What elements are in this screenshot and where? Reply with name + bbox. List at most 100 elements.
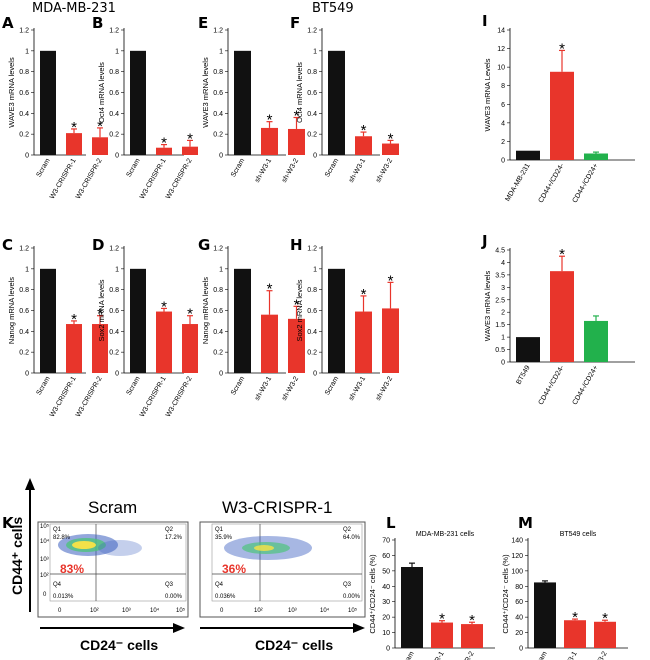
chart-b-bar-1 bbox=[156, 147, 172, 155]
flow-crispr-q1-val: 35.9% bbox=[215, 535, 233, 541]
chart-f-tick-label: 1.2 bbox=[307, 28, 317, 35]
chart-m-bar-1 bbox=[564, 620, 586, 648]
chart-i-tick-label: 0 bbox=[501, 158, 505, 165]
chart-f-ylabel: Oct4 mRNA levels bbox=[295, 62, 304, 123]
panel-letter-l: L bbox=[386, 514, 396, 532]
chart-h-category-2: sh-W3-2 bbox=[375, 375, 394, 401]
chart-h-tick-label: 0.2 bbox=[307, 350, 317, 357]
chart-b-category-0: Scram bbox=[126, 157, 142, 178]
chart-m-category-0: Scram bbox=[533, 650, 549, 660]
chart-b-category-1: W3-CRISPR-1 bbox=[139, 157, 168, 200]
chart-m-tick-label: 60 bbox=[515, 599, 523, 606]
chart-j-bar-0 bbox=[516, 337, 540, 362]
chart-l-category-1: W3-CRISPR-1 bbox=[417, 650, 446, 660]
chart-j-category-2: CD44-/CD24+ bbox=[572, 365, 600, 407]
chart-c-category-1: W3-CRISPR-1 bbox=[49, 375, 78, 418]
flow-scram-xtick-3: 10⁴ bbox=[150, 607, 160, 614]
chart-m-tick-label: 0 bbox=[519, 646, 523, 653]
chart-g-category-0: Scram bbox=[230, 375, 246, 396]
chart-c-category-2: W3-CRISPR-2 bbox=[75, 375, 104, 418]
chart-g-bar-0 bbox=[234, 268, 251, 373]
chart-e-star-2: * bbox=[294, 108, 300, 125]
chart-b-bar-0 bbox=[130, 50, 146, 156]
chart-m-star-2: * bbox=[602, 610, 608, 627]
chart-c-tick-label: 0.2 bbox=[19, 350, 29, 357]
chart-h-tick-label: 1 bbox=[313, 266, 317, 273]
chart-c-tick-label: 0.6 bbox=[19, 308, 29, 315]
chart-j-tick-label: 2 bbox=[501, 310, 505, 317]
chart-e-bar-2 bbox=[288, 128, 305, 155]
chart-c-bar-0 bbox=[40, 268, 56, 373]
flow-scram-big: 83% bbox=[60, 562, 84, 576]
chart-f-star-2: * bbox=[388, 130, 394, 147]
flow-scram-q1-val: 82.8% bbox=[53, 535, 71, 541]
flow-crispr-q4-val: 0.036% bbox=[215, 594, 236, 600]
chart-d-category-1: W3-CRISPR-1 bbox=[139, 375, 168, 418]
chart-i-category-1: CD44+/CD24- bbox=[538, 162, 566, 204]
chart-h-tick-label: 0.4 bbox=[307, 329, 317, 336]
flow-crispr-xtick-3: 10⁴ bbox=[320, 607, 330, 614]
chart-l-category-2: W3-CRISPR-2 bbox=[447, 650, 476, 660]
chart-d-tick-label: 0.4 bbox=[109, 329, 119, 336]
panel-letter-h: H bbox=[290, 236, 303, 254]
chart-c-tick-label: 1.2 bbox=[19, 246, 29, 253]
chart-i-bar-2 bbox=[584, 153, 608, 160]
panel-letter-i: I bbox=[482, 12, 488, 30]
chart-f-bar-0 bbox=[328, 50, 345, 156]
chart-g-tick-label: 0.8 bbox=[213, 287, 223, 294]
chart-b-tick-label: 1.2 bbox=[109, 28, 119, 35]
chart-a-star-1: * bbox=[71, 119, 77, 136]
chart-m-bar-2 bbox=[594, 621, 616, 648]
chart-h-star-1: * bbox=[361, 286, 367, 303]
chart-e-tick-label: 0.8 bbox=[213, 69, 223, 76]
chart-e-tick-label: 0.6 bbox=[213, 90, 223, 97]
chart-b-tick-label: 1 bbox=[115, 48, 119, 55]
panel-letter-g: G bbox=[198, 236, 210, 254]
chart-g-tick-label: 0.2 bbox=[213, 350, 223, 357]
flow-crispr-q1: Q1 bbox=[215, 527, 224, 533]
chart-m-title: BT549 cells bbox=[560, 531, 597, 538]
chart-d-category-2: W3-CRISPR-2 bbox=[165, 375, 194, 418]
chart-m-tick-label: 140 bbox=[511, 538, 523, 545]
flow-crispr-xtick-1: 10² bbox=[254, 608, 263, 614]
chart-d-bar-1 bbox=[156, 311, 172, 373]
panel-letter-m: M bbox=[518, 514, 533, 532]
chart-j-tick-label: 3 bbox=[501, 285, 505, 292]
chart-g-tick-label: 0 bbox=[219, 371, 223, 378]
chart-b-star-1: * bbox=[161, 135, 167, 152]
chart-l-ylabel: CD44⁺/CD24⁻ cells (%) bbox=[368, 554, 377, 634]
chart-j-tick-label: 1 bbox=[501, 335, 505, 342]
chart-l-bar-1 bbox=[431, 622, 453, 648]
flow-scram-ytick-1: 10⁴ bbox=[40, 538, 50, 545]
chart-a-bar-1 bbox=[66, 133, 82, 155]
chart-i-tick-label: 6 bbox=[501, 102, 505, 109]
chart-h-ylabel: Sox2 mRNA levels bbox=[295, 279, 304, 341]
chart-d-tick-label: 0.8 bbox=[109, 287, 119, 294]
chart-j-tick-label: 2.5 bbox=[495, 297, 505, 304]
panel-letter-b: B bbox=[92, 14, 103, 32]
chart-l-bar-0 bbox=[401, 567, 423, 648]
flow-crispr-xtick-0: 0 bbox=[220, 608, 224, 614]
chart-i-category-0: MDA-MB-231 bbox=[504, 162, 531, 202]
chart-m-tick-label: 100 bbox=[511, 568, 523, 575]
chart-l-star-1: * bbox=[439, 611, 445, 628]
chart-j-tick-label: 0.5 bbox=[495, 347, 505, 354]
chart-i-bar-0 bbox=[516, 150, 540, 160]
chart-a-ylabel: WAVE3 mRNA levels bbox=[7, 57, 16, 128]
chart-b-bar-2 bbox=[182, 146, 198, 155]
flow-crispr-xtick-2: 10³ bbox=[288, 608, 297, 614]
chart-j-tick-label: 0 bbox=[501, 360, 505, 367]
chart-e-category-2: sh-W3-2 bbox=[281, 157, 300, 183]
chart-l-title: MDA-MB-231 cells bbox=[416, 531, 475, 538]
chart-l-tick-label: 70 bbox=[382, 538, 390, 545]
chart-i-tick-label: 2 bbox=[501, 139, 505, 146]
chart-i-tick-label: 4 bbox=[501, 120, 505, 127]
chart-l-tick-label: 50 bbox=[382, 568, 390, 575]
chart-e-tick-label: 0 bbox=[219, 153, 223, 160]
panel-letter-j: J bbox=[481, 232, 488, 250]
chart-e-tick-label: 1 bbox=[219, 48, 223, 55]
flow-scram-ytick-2: 10³ bbox=[40, 557, 49, 563]
chart-l-tick-label: 40 bbox=[382, 584, 390, 591]
flow-scram-xtick-1: 10² bbox=[90, 608, 99, 614]
chart-j-tick-label: 1.5 bbox=[495, 322, 505, 329]
